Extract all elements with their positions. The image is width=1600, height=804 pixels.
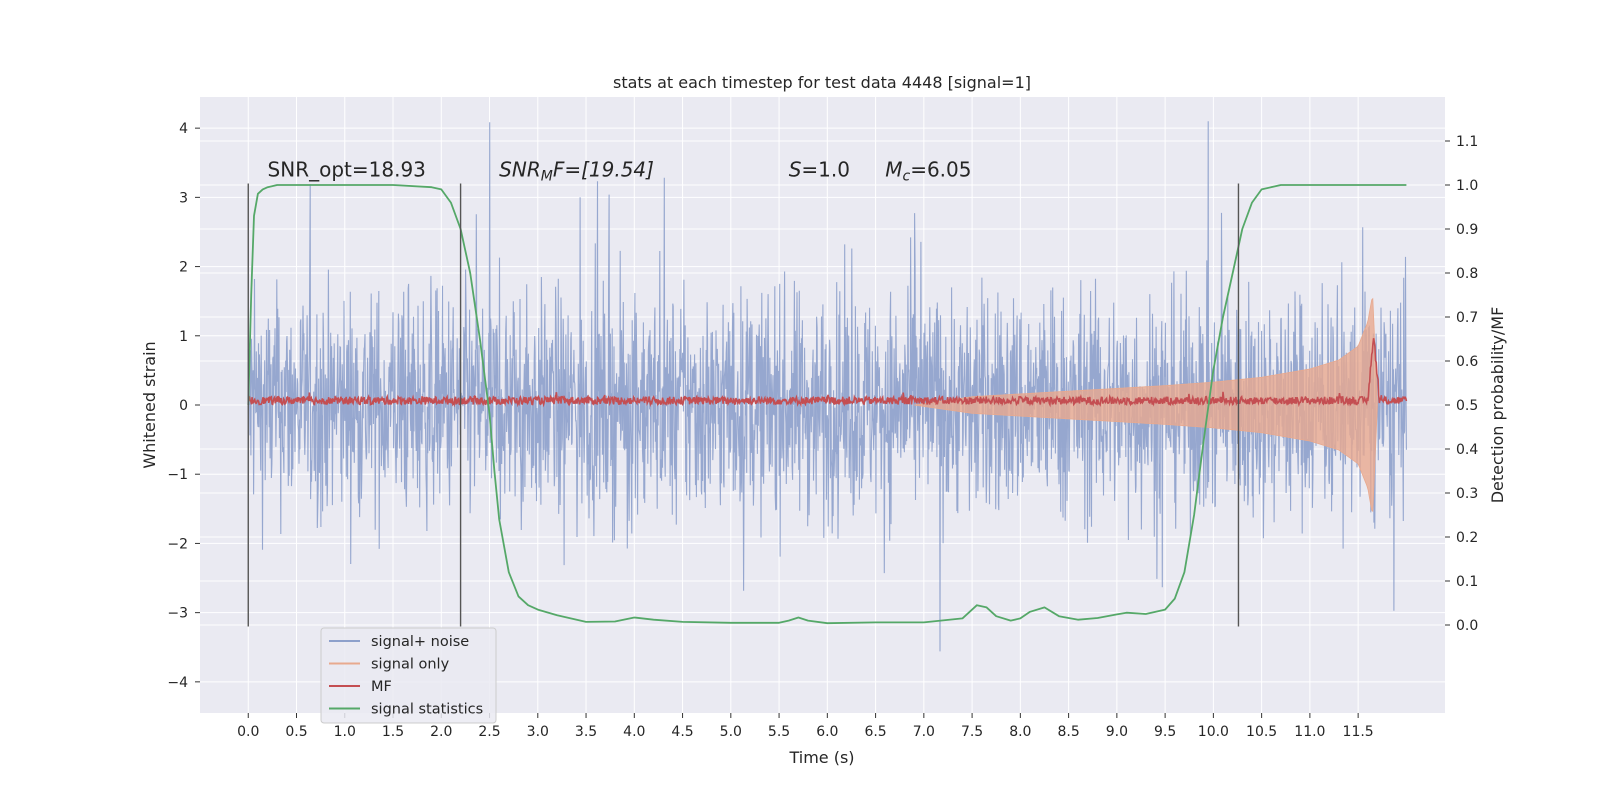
x-tick-label: 0.0: [237, 724, 259, 740]
x-tick-label: 7.5: [961, 724, 983, 740]
x-tick-label: 5.5: [768, 724, 790, 740]
tick-layer: 0.0 0.5 1.0 1.5 2.0 2.5 3.0 3.5 4.0 4.5 5.0 5.5 6.0 6…: [167, 121, 1478, 740]
annotation-snr-opt: SNR_opt=18.93: [268, 158, 426, 182]
y-right-tick-label: 1.1: [1456, 134, 1478, 150]
y-right-tick-label: 0.3: [1456, 486, 1478, 502]
annotation-mc-value: Mc=6.05: [885, 158, 971, 185]
x-tick-label: 8.0: [1009, 724, 1031, 740]
series-signal-only-band: [914, 297, 1378, 513]
annotation-snr-mf: SNRMF=[19.54]: [499, 158, 654, 185]
y-left-tick-label: 0: [179, 398, 188, 414]
x-tick-label: 4.0: [623, 724, 645, 740]
x-tick-label: 1.5: [382, 724, 404, 740]
y-left-tick-label: 1: [179, 329, 188, 345]
chart-title: stats at each timestep for test data 444…: [613, 73, 1031, 92]
x-tick-label: 3.5: [575, 724, 597, 740]
x-tick-label: 5.0: [720, 724, 742, 740]
legend-label: signal statistics: [371, 702, 483, 718]
x-tick-label: 2.5: [478, 724, 500, 740]
x-tick-label: 11.5: [1343, 724, 1374, 740]
y-right-tick-label: 0.2: [1456, 530, 1478, 546]
y-left-tick-label: −4: [167, 675, 188, 691]
series-mf-line: [247, 338, 1408, 408]
y-right-tick-label: 0.6: [1456, 354, 1478, 370]
x-tick-label: 6.5: [864, 724, 886, 740]
legend: signal+ noise signal only MF signal statist…: [320, 627, 497, 724]
legend-box: [320, 627, 497, 724]
x-tick-label: 4.5: [671, 724, 693, 740]
y-right-tick-label: 0.8: [1456, 266, 1478, 282]
x-tick-label: 7.0: [913, 724, 935, 740]
y-right-tick-label: 0.7: [1456, 310, 1478, 326]
x-tick-label: 11.0: [1294, 724, 1325, 740]
legend-label: signal only: [371, 657, 450, 673]
legend-label: signal+ noise: [371, 634, 469, 650]
legend-items: signal+ noise signal only MF signal statist…: [329, 634, 483, 718]
x-tick-label: 9.5: [1154, 724, 1176, 740]
y-right-axis-title: Detection probability/MF: [1488, 307, 1507, 504]
y-right-tick-label: 0.4: [1456, 442, 1478, 458]
x-axis-title: Time (s): [788, 748, 854, 767]
y-left-tick-label: 2: [179, 260, 188, 276]
legend-label: MF: [371, 679, 392, 695]
y-left-tick-label: −2: [167, 536, 188, 552]
y-left-tick-label: 4: [179, 121, 188, 137]
y-right-tick-label: 0.9: [1456, 222, 1478, 238]
x-tick-label: 10.5: [1246, 724, 1277, 740]
annotation-layer: SNR_opt=18.93 SNRMF=[19.54] S=1.0 Mc=6.05: [268, 158, 972, 185]
x-tick-label: 2.0: [430, 724, 452, 740]
x-tick-label: 0.5: [285, 724, 307, 740]
x-tick-label: 6.0: [816, 724, 838, 740]
y-right-tick-label: 0.5: [1456, 398, 1478, 414]
y-right-tick-label: 1.0: [1456, 178, 1478, 194]
y-left-tick-label: 3: [179, 190, 188, 206]
y-left-tick-label: −3: [167, 606, 188, 622]
x-tick-label: 9.0: [1106, 724, 1128, 740]
x-tick-label: 8.5: [1057, 724, 1079, 740]
data-layer: [247, 121, 1408, 652]
x-tick-label: 10.0: [1198, 724, 1229, 740]
y-right-tick-label: 0.1: [1456, 574, 1478, 590]
x-tick-label: 3.0: [527, 724, 549, 740]
series-signal-statistics-line: [247, 184, 1407, 625]
annotation-s-value: S=1.0: [789, 158, 850, 182]
y-right-tick-label: 0.0: [1456, 618, 1478, 634]
x-tick-label: 1.0: [334, 724, 356, 740]
y-left-tick-label: −1: [167, 467, 188, 483]
y-left-axis-title: Whitened strain: [140, 341, 159, 468]
